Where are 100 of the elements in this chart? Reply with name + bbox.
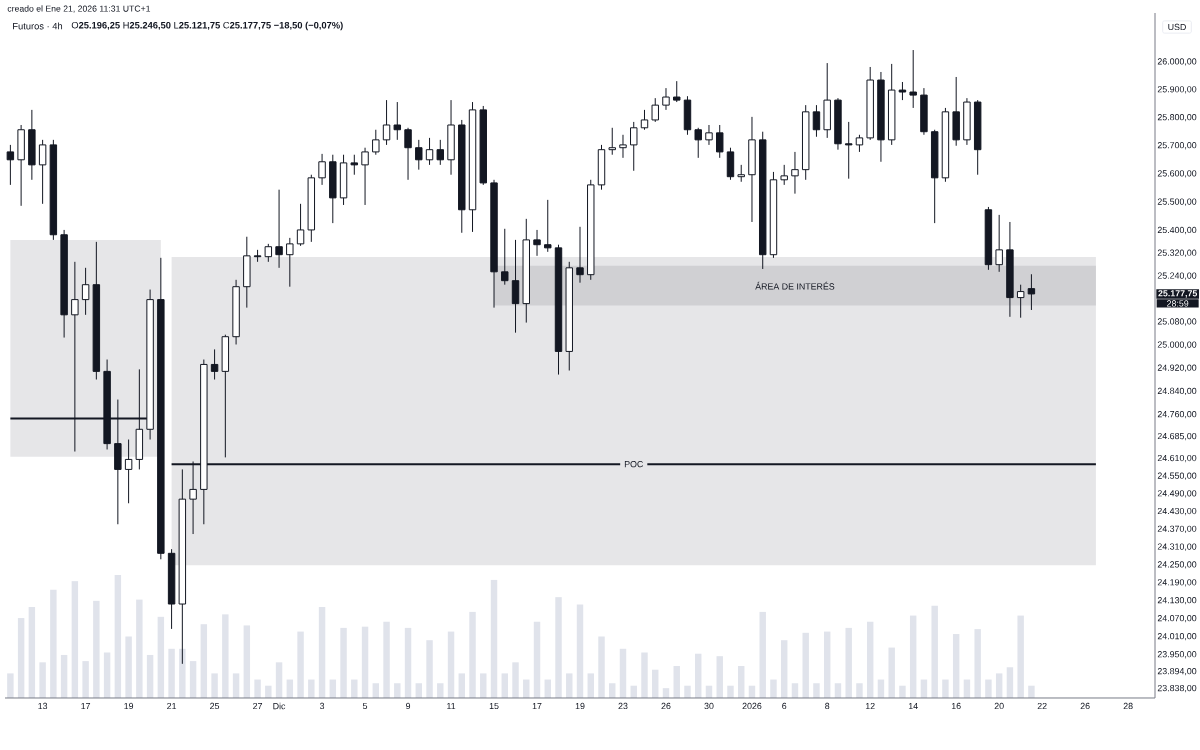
- candlestick: [898, 81, 907, 101]
- candlestick: [286, 237, 294, 288]
- bar: [28, 606, 36, 698]
- x-tick-label: Dic: [273, 702, 286, 710]
- bar: [802, 632, 809, 698]
- bar: [738, 666, 745, 698]
- bar: [727, 685, 734, 698]
- candlestick: [1016, 284, 1025, 319]
- x-tick-label: 2026: [742, 702, 762, 710]
- bar: [361, 626, 369, 698]
- y-tick-label: 24.490,00: [1157, 490, 1197, 498]
- candlestick: [6, 144, 15, 186]
- candlestick: [576, 226, 584, 284]
- bar: [103, 652, 111, 698]
- candlestick: [511, 239, 520, 334]
- bar: [17, 618, 25, 698]
- candlestick: [619, 134, 627, 159]
- candlestick: [1027, 273, 1036, 311]
- bar: [931, 605, 938, 698]
- bar: [222, 614, 229, 698]
- y-tick-label: 26.000,00: [1157, 58, 1197, 66]
- x-tick-label: 27: [253, 702, 263, 710]
- bar: [7, 673, 14, 698]
- bar: [1006, 667, 1014, 698]
- bar: [490, 579, 498, 698]
- candlestick: [372, 129, 380, 156]
- text: 25.177,75: [1158, 290, 1198, 298]
- bar: [157, 616, 165, 698]
- bar: [394, 683, 401, 698]
- x-tick-label: 12: [865, 702, 875, 710]
- bar: [232, 673, 240, 698]
- bar: [179, 648, 186, 698]
- bar: [899, 685, 906, 698]
- bar: [480, 673, 487, 698]
- y-tick-label: 24.610,00: [1157, 454, 1197, 463]
- candlestick: [393, 101, 402, 141]
- bar: [587, 673, 594, 698]
- bar: [340, 627, 347, 698]
- x-tick-label: 22: [1037, 702, 1047, 710]
- bar: [351, 679, 358, 698]
- y-tick-label: 25.400,00: [1157, 226, 1197, 235]
- bar: [566, 673, 573, 698]
- bar: [308, 679, 315, 698]
- bar: [952, 634, 960, 698]
- y-tick-label: 24.310,00: [1157, 543, 1197, 551]
- x-tick-label: 17: [532, 702, 542, 710]
- bar: [985, 679, 992, 698]
- bar: [125, 636, 132, 698]
- x-tick-label: 30: [704, 702, 714, 710]
- bar: [458, 673, 466, 698]
- x-tick-label: 20: [994, 702, 1004, 710]
- x-tick-label: 17: [81, 702, 91, 710]
- bar: [909, 615, 917, 698]
- bar: [501, 673, 508, 698]
- x-tick-label: 26: [1080, 702, 1090, 710]
- bar: [297, 631, 304, 698]
- y-tick-label: 23.838,00: [1157, 684, 1197, 693]
- bar: [189, 661, 197, 698]
- candlestick: [909, 49, 917, 109]
- y-tick-label: 24.760,00: [1157, 411, 1197, 419]
- bar: [146, 654, 154, 698]
- x-tick-label: 5: [362, 702, 368, 710]
- bar: [845, 627, 852, 698]
- x-tick-label: 16: [951, 702, 961, 710]
- bar: [770, 679, 777, 698]
- candlestick: [995, 214, 1003, 273]
- candlestick: [275, 189, 283, 269]
- candlestick: [210, 348, 219, 381]
- bar: [716, 656, 723, 698]
- bar: [888, 647, 895, 698]
- candlestick: [673, 80, 681, 103]
- candlestick: [608, 127, 616, 156]
- y-tick-label: 24.840,00: [1157, 387, 1197, 396]
- candlestick: [780, 164, 788, 186]
- x-tick-label: 19: [124, 702, 134, 710]
- candlestick: [350, 154, 359, 176]
- x-tick-label: 13: [38, 702, 48, 710]
- candlestick: [81, 267, 90, 316]
- bar: [823, 631, 831, 698]
- y-tick-label: 25.900,00: [1157, 86, 1197, 94]
- bar: [265, 685, 272, 698]
- bar: [437, 683, 444, 698]
- bar: [71, 581, 79, 698]
- text: Futuros · 4h: [13, 22, 63, 30]
- bar: [1017, 615, 1024, 698]
- candlestick: [533, 229, 541, 257]
- candlestick: [361, 147, 369, 206]
- candlestick: [124, 439, 133, 504]
- y-tick-label: 24.010,00: [1157, 633, 1197, 641]
- x-tick-label: 25: [210, 702, 220, 710]
- bar: [243, 625, 251, 698]
- y-tick-label: 24.920,00: [1157, 364, 1197, 372]
- candlestick: [640, 109, 649, 131]
- y-tick-label: 23.950,00: [1157, 651, 1197, 659]
- legend-label: ÁREA DE INTERÉS: [755, 281, 835, 290]
- y-tick-label: 24.190,00: [1157, 579, 1197, 587]
- series-label: POC: [624, 461, 643, 468]
- bar: [39, 662, 46, 698]
- x-tick-label: 19: [575, 702, 585, 710]
- bar: [673, 666, 680, 698]
